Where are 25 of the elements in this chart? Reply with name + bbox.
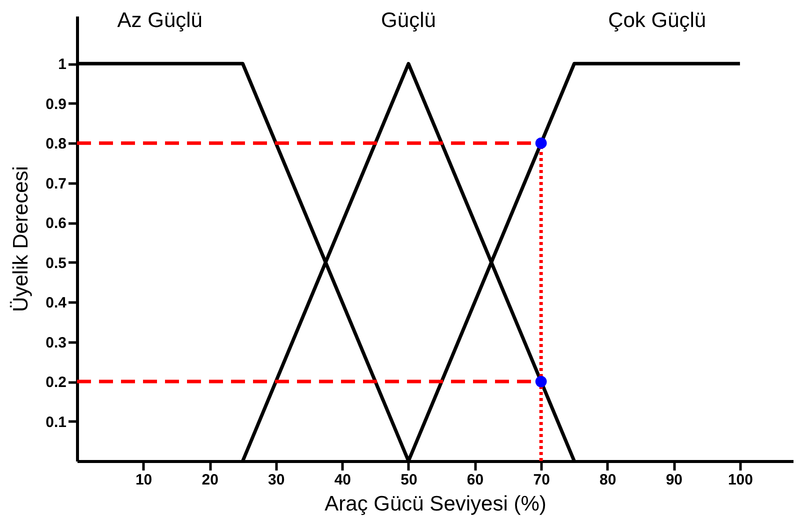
y-tick-label: 0.6 xyxy=(46,215,66,232)
y-tick-label: 0.5 xyxy=(46,254,66,272)
y-axis-title: Üyelik Derecesi xyxy=(10,166,33,312)
y-tick-label: 0.4 xyxy=(46,294,68,312)
y-tick-label: 0.9 xyxy=(46,96,66,113)
series-label: Güçlü xyxy=(381,9,436,32)
x-tick-label: 20 xyxy=(202,472,218,488)
x-tick-label: 60 xyxy=(466,472,484,488)
x-tick-label: 80 xyxy=(600,472,616,488)
series-label: Çok Güçlü xyxy=(608,9,706,32)
y-tick-label: 0.8 xyxy=(46,136,66,153)
y-tick-label: 0.2 xyxy=(46,374,66,392)
x-tick-label: 40 xyxy=(334,472,352,488)
series-label: Az Güçlü xyxy=(117,9,202,32)
y-tick-label: 0.1 xyxy=(46,414,66,431)
y-tick-label: 0.3 xyxy=(46,334,66,352)
x-tick-label: 50 xyxy=(400,472,418,488)
x-tick-label: 70 xyxy=(533,472,550,488)
y-tick-label: 1 xyxy=(58,56,66,74)
x-tick-label: 10 xyxy=(135,472,152,488)
x-tick-label: 90 xyxy=(666,472,683,488)
x-tick-label: 100 xyxy=(728,472,753,488)
x-tick-label: 30 xyxy=(268,472,285,488)
x-axis-title: Araç Gücü Seviyesi (%) xyxy=(324,492,546,516)
y-tick-label: 0.7 xyxy=(46,175,66,192)
